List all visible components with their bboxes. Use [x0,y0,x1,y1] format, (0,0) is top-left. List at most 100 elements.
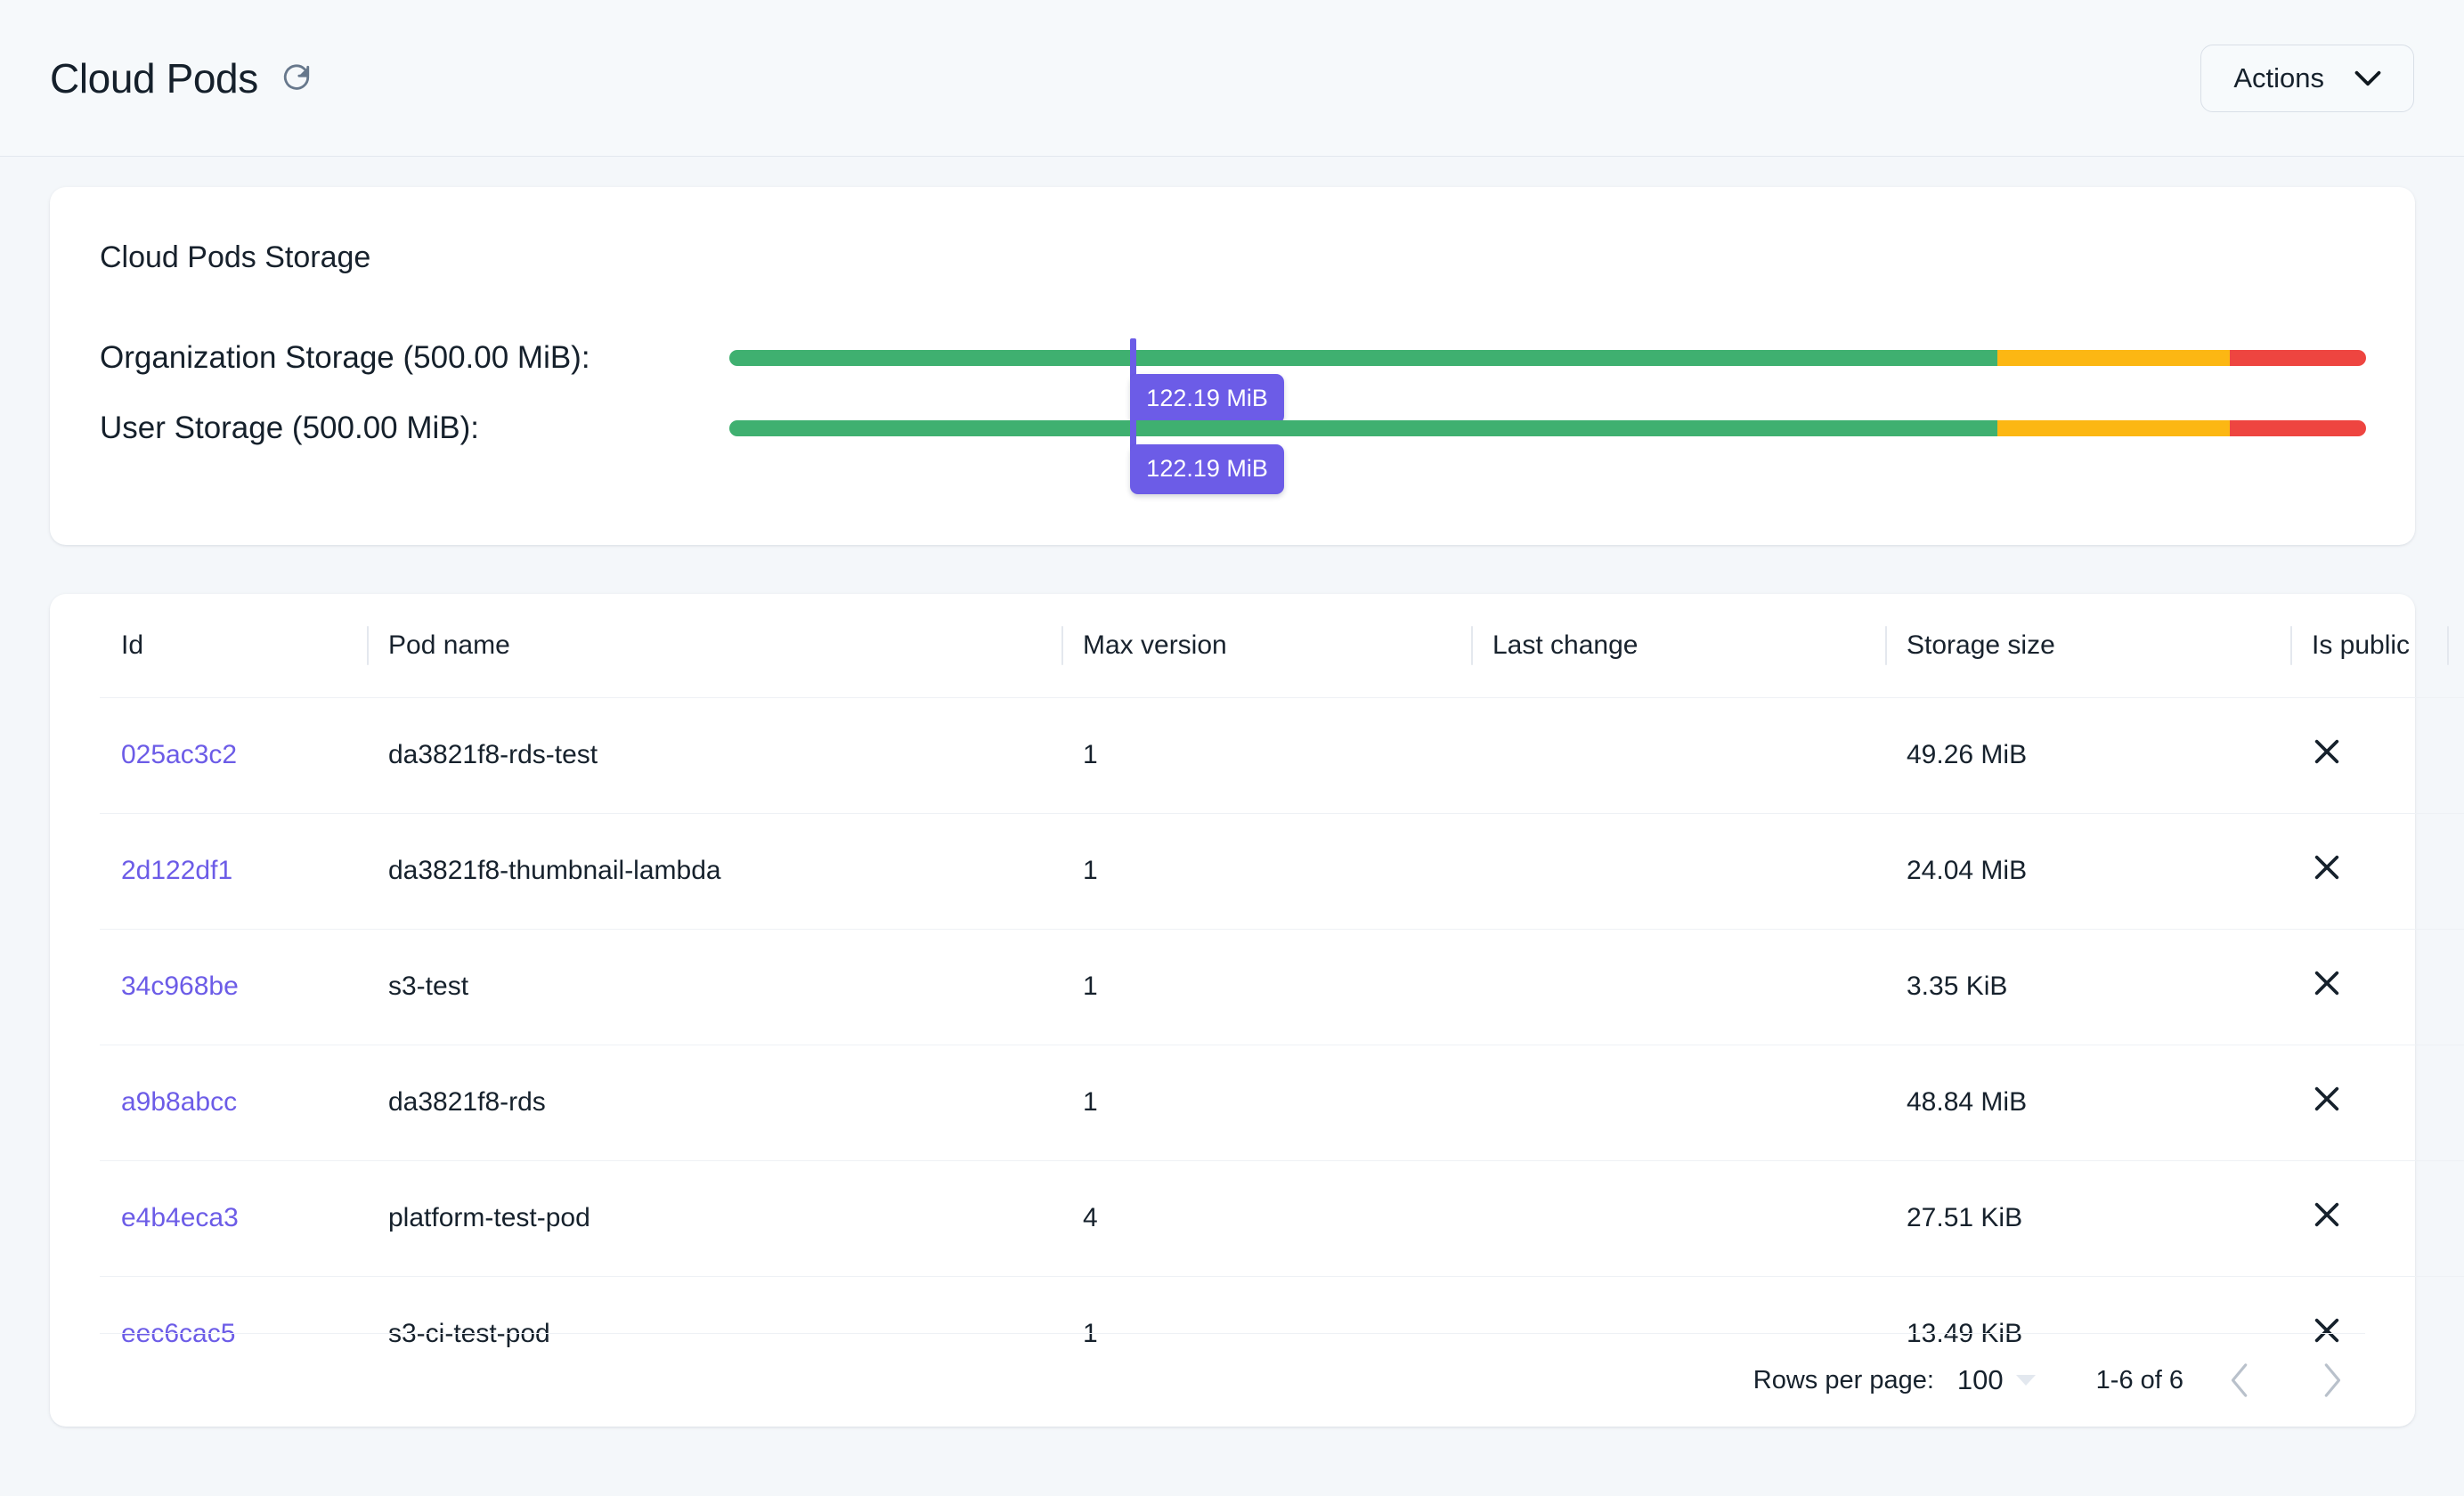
page-header: Cloud Pods Actions [0,0,2464,157]
cell-pod-name: da3821f8-rds [367,1044,1061,1160]
page-title: Cloud Pods [50,54,258,102]
column-divider [367,625,369,665]
cell-trailing [2447,1044,2464,1160]
pod-id-link[interactable]: e4b4eca3 [121,1203,239,1232]
chevron-left-icon[interactable] [2207,1346,2274,1414]
pod-id-link[interactable]: a9b8abcc [121,1087,238,1117]
column-header-label: Last change [1492,630,1639,660]
cell-is-public [2290,1044,2447,1160]
cell-pod-name: s3-test [367,928,1061,1045]
column-divider [2447,625,2449,665]
column-divider [1885,625,1887,665]
close-icon [2312,852,2342,882]
header-left-group: Cloud Pods [50,54,312,102]
cell-storage-size: 48.84 MiB [1885,1044,2290,1160]
cell-trailing [2447,696,2464,813]
column-header-max-version[interactable]: Max version [1061,594,1471,697]
close-icon [2312,968,2342,998]
cell-storage-size: 3.35 KiB [1885,928,2290,1045]
actions-button[interactable]: Actions [2200,44,2414,112]
table-header-row: Id Pod name Max version Last change Stor… [100,594,2464,697]
column-header-id[interactable]: Id [100,594,367,697]
caret-down-icon[interactable] [2015,1374,2036,1386]
chevron-down-icon [2354,70,2381,86]
column-header-label: Max version [1083,630,1227,660]
cell-last-change [1471,1159,1885,1276]
table-row[interactable]: e4b4eca3 platform-test-pod 4 27.51 KiB [100,1159,2464,1276]
cloud-pods-table-card: Id Pod name Max version Last change Stor… [50,594,2464,1427]
cell-is-public [2290,928,2447,1045]
cell-is-public [2290,812,2447,929]
cell-last-change [1471,928,1885,1045]
cell-trailing [2447,1275,2464,1392]
column-header-is-public[interactable]: Is public [2290,594,2447,697]
storage-bar-track [729,350,2366,366]
cell-id: e4b4eca3 [100,1159,367,1276]
rows-per-page-label: Rows per page: [1752,1365,1934,1394]
storage-bar: 122.19 MiB [729,409,2366,494]
storage-usage-marker [1130,338,1137,390]
chevron-right-icon[interactable] [2297,1346,2365,1414]
cell-storage-size: 27.51 KiB [1885,1159,2290,1276]
column-header-storage-size[interactable]: Storage size [1885,594,2290,697]
storage-bar: 122.19 MiB [729,338,2366,424]
cell-trailing [2447,928,2464,1045]
cell-storage-size: 49.26 MiB [1885,696,2290,813]
pod-id-link[interactable]: 2d122df1 [121,856,233,885]
cell-is-public [2290,1159,2447,1276]
cell-max-version: 1 [1061,1044,1471,1160]
table-row[interactable]: 34c968be s3-test 1 3.35 KiB [100,928,2464,1045]
rows-per-page-value[interactable]: 100 [1956,1364,2004,1395]
storage-usage-marker [1130,409,1137,460]
storage-card-title: Cloud Pods Storage [100,240,371,274]
cell-max-version: 1 [1061,696,1471,813]
storage-row-label: Organization Storage (500.00 MiB): [100,340,590,375]
cell-max-version: 4 [1061,1159,1471,1276]
column-divider [1471,625,1473,665]
table-wrapper: Id Pod name Max version Last change Stor… [50,594,2464,1392]
pod-id-link[interactable]: 025ac3c2 [121,740,238,769]
close-icon [2312,1199,2342,1230]
column-header-label: Id [121,630,144,660]
cloud-pods-storage-card: Cloud Pods Storage Organization Storage … [50,187,2415,545]
storage-bar-segment-green [729,420,1998,436]
storage-bar-segment-red [2230,350,2366,366]
cell-pod-name: da3821f8-thumbnail-lambda [367,812,1061,929]
storage-bar-track [729,420,2366,436]
column-divider [1061,625,1063,665]
column-header-label: Pod name [388,630,510,660]
cell-id: 025ac3c2 [100,696,367,813]
cell-id: 34c968be [100,928,367,1045]
cell-storage-size: 24.04 MiB [1885,812,2290,929]
column-divider [2290,625,2292,665]
cell-max-version: 1 [1061,812,1471,929]
table-row[interactable]: a9b8abcc da3821f8-rds 1 48.84 MiB [100,1044,2464,1160]
cell-is-public [2290,696,2447,813]
refresh-icon[interactable] [281,63,312,94]
table-pagination: Rows per page: 100 1-6 of 6 [100,1333,2365,1427]
table-row[interactable]: 2d122df1 da3821f8-thumbnail-lambda 1 24.… [100,812,2464,929]
cloud-pods-table: Id Pod name Max version Last change Stor… [100,594,2464,1392]
cell-last-change [1471,812,1885,929]
cell-last-change [1471,1044,1885,1160]
close-icon [2312,736,2342,767]
storage-usage-badge: 122.19 MiB [1130,374,1284,424]
table-head: Id Pod name Max version Last change Stor… [100,594,2464,697]
cell-last-change [1471,696,1885,813]
cell-trailing [2447,812,2464,929]
table-row[interactable]: 025ac3c2 da3821f8-rds-test 1 49.26 MiB [100,696,2464,813]
column-header-pod-name[interactable]: Pod name [367,594,1061,697]
column-header-last-change[interactable]: Last change [1471,594,1885,697]
close-icon [2312,1315,2342,1346]
column-header-label: Storage size [1907,630,2055,660]
column-header-trailing [2447,594,2464,697]
pod-id-link[interactable]: 34c968be [121,972,239,1001]
cell-id: 2d122df1 [100,812,367,929]
cell-pod-name: platform-test-pod [367,1159,1061,1276]
table-body: 025ac3c2 da3821f8-rds-test 1 49.26 MiB 2… [100,696,2464,1392]
storage-row-label: User Storage (500.00 MiB): [100,411,480,445]
cell-trailing [2447,1159,2464,1276]
cell-pod-name: da3821f8-rds-test [367,696,1061,813]
cell-max-version: 1 [1061,928,1471,1045]
storage-bar-segment-yellow [1997,420,2231,436]
